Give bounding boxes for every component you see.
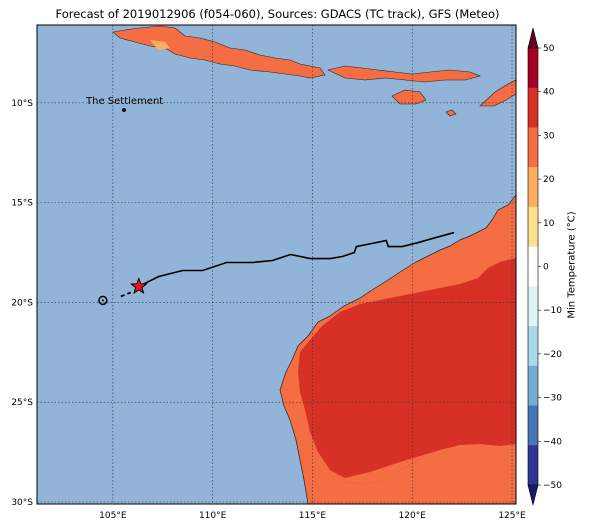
colorbar-segment bbox=[528, 48, 538, 89]
colorbar-segment bbox=[528, 286, 538, 327]
lat-tick-label: 20°S bbox=[11, 298, 33, 308]
lon-tick-label: 125°E bbox=[498, 511, 526, 521]
colorbar: 50 40 30 20 10 0 −10 −20 −30 −40 −50 bbox=[527, 27, 562, 506]
colorbar-tick-label: 30 bbox=[543, 131, 555, 141]
colorbar-tick-label: 10 bbox=[543, 219, 555, 229]
colorbar-top-arrow bbox=[527, 27, 539, 49]
hot-interior-edge bbox=[330, 450, 440, 484]
settlement-dot bbox=[122, 108, 126, 112]
colorbar-tick-label: 0 bbox=[543, 263, 549, 273]
lon-tick-label: 115°E bbox=[299, 511, 327, 521]
graticule bbox=[37, 25, 516, 504]
place-label: The Settlement bbox=[86, 96, 164, 107]
lat-tick-label: 25°S bbox=[11, 398, 33, 408]
hot-interior bbox=[298, 258, 516, 484]
lon-tick-label: 120°E bbox=[399, 511, 427, 521]
colorbar-segment bbox=[528, 167, 538, 208]
axis-ticks: 105°E 110°E 115°E 120°E 125°E 10°S 15°S 20°S 25°… bbox=[11, 99, 526, 521]
land-small-island bbox=[445, 109, 457, 117]
land-sumba bbox=[391, 89, 427, 105]
colorbar-segment bbox=[528, 127, 538, 168]
colorbar-segment bbox=[528, 365, 538, 407]
lon-tick-label: 105°E bbox=[99, 511, 127, 521]
land-java-highland bbox=[150, 40, 170, 50]
colorbar-tick-label: 20 bbox=[543, 175, 555, 185]
colorbar-segment bbox=[528, 445, 538, 486]
colorbar-tick-label: −20 bbox=[543, 350, 562, 360]
map-area bbox=[37, 25, 516, 504]
land-bali bbox=[327, 65, 481, 83]
colorbar-segment bbox=[528, 87, 538, 128]
map-title: Forecast of 2019012906 (f054-060), Sourc… bbox=[55, 7, 500, 21]
colorbar-segment bbox=[528, 206, 538, 248]
colorbar-tick-label: −40 bbox=[543, 437, 562, 447]
cyclone-star-marker bbox=[129, 277, 148, 295]
colorbar-tick-label: −50 bbox=[543, 481, 562, 491]
colorbar-segment bbox=[528, 405, 538, 446]
cyclone-track bbox=[98, 231, 455, 306]
track-line bbox=[138, 231, 455, 288]
land-timor bbox=[479, 79, 516, 107]
land-java bbox=[112, 25, 326, 79]
lat-tick-label: 10°S bbox=[11, 99, 33, 109]
colorbar-tick-label: −10 bbox=[543, 306, 562, 316]
lat-tick-label: 15°S bbox=[11, 199, 33, 209]
lat-tick-label: 30°S bbox=[11, 498, 33, 508]
colorbar-label: Min Temperature (°C) bbox=[566, 211, 578, 319]
colorbar-tick-label: −30 bbox=[543, 394, 562, 404]
track-forecast-dashed bbox=[120, 291, 132, 298]
lon-tick-label: 110°E bbox=[199, 511, 227, 521]
colorbar-segment bbox=[528, 246, 538, 287]
colorbar-bottom-arrow bbox=[527, 484, 539, 506]
colorbar-segment bbox=[528, 326, 538, 367]
track-start-center bbox=[101, 299, 104, 302]
colorbar-tick-label: 40 bbox=[543, 88, 555, 98]
track-start-marker bbox=[98, 295, 108, 306]
map-border bbox=[36, 24, 517, 505]
colorbar-tick-label: 50 bbox=[543, 44, 555, 54]
